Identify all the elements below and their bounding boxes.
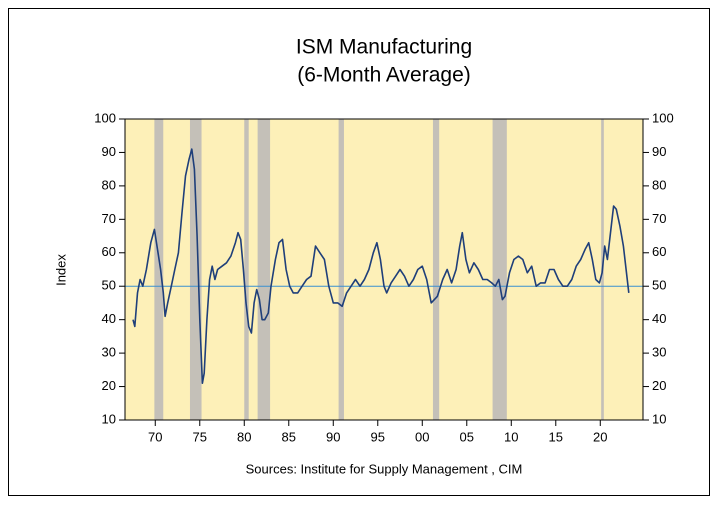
chart-title: ISM Manufacturing xyxy=(296,36,472,59)
y2-tick-label: 80 xyxy=(652,177,666,192)
x-tick-label: 95 xyxy=(371,429,385,444)
plot-border xyxy=(124,118,644,421)
y2-tick-label: 70 xyxy=(652,211,666,226)
recession-band xyxy=(154,119,164,420)
x-tick-label: 90 xyxy=(326,429,340,444)
y2-tick-label: 30 xyxy=(652,345,666,360)
y2-tick-label: 90 xyxy=(652,144,666,159)
chart-subtitle: (6-Month Average) xyxy=(297,64,471,87)
y2-tick-label: 50 xyxy=(652,278,666,293)
y2-tick-label: 40 xyxy=(652,311,666,326)
y2-tick-label: 60 xyxy=(652,244,666,259)
y-tick-label: 10 xyxy=(102,411,116,426)
data-line xyxy=(132,148,630,384)
x-tick-label: 75 xyxy=(193,429,207,444)
y2-tick-label: 100 xyxy=(652,110,674,125)
y2-tick-label: 10 xyxy=(652,411,666,426)
recession-band xyxy=(338,119,344,420)
y-tick-label: 90 xyxy=(102,144,116,159)
y-tick-label: 40 xyxy=(102,311,116,326)
x-tick-label: 80 xyxy=(237,429,251,444)
x-tick-label: 00 xyxy=(415,429,429,444)
x-tick-label: 05 xyxy=(460,429,474,444)
y-tick-label: 50 xyxy=(102,278,116,293)
recession-band xyxy=(257,119,271,420)
y-tick-label: 70 xyxy=(102,211,116,226)
y-tick-label: 60 xyxy=(102,244,116,259)
x-tick-label: 15 xyxy=(549,429,563,444)
y-tick-label: 20 xyxy=(102,378,116,393)
recession-band xyxy=(492,119,507,420)
y2-tick-label: 20 xyxy=(652,378,666,393)
y-tick-label: 30 xyxy=(102,345,116,360)
recession-band xyxy=(189,119,202,420)
y-axis-label: Index xyxy=(53,254,68,286)
recession-band xyxy=(244,119,249,420)
x-tick-label: 85 xyxy=(282,429,296,444)
y-tick-label: 80 xyxy=(102,177,116,192)
x-tick-label: 70 xyxy=(148,429,162,444)
y-tick-label: 100 xyxy=(94,110,116,125)
x-tick-label: 20 xyxy=(593,429,607,444)
x-tick-label: 10 xyxy=(504,429,518,444)
recession-band xyxy=(432,119,440,420)
source-note: Sources: Institute for Supply Management… xyxy=(246,461,523,476)
